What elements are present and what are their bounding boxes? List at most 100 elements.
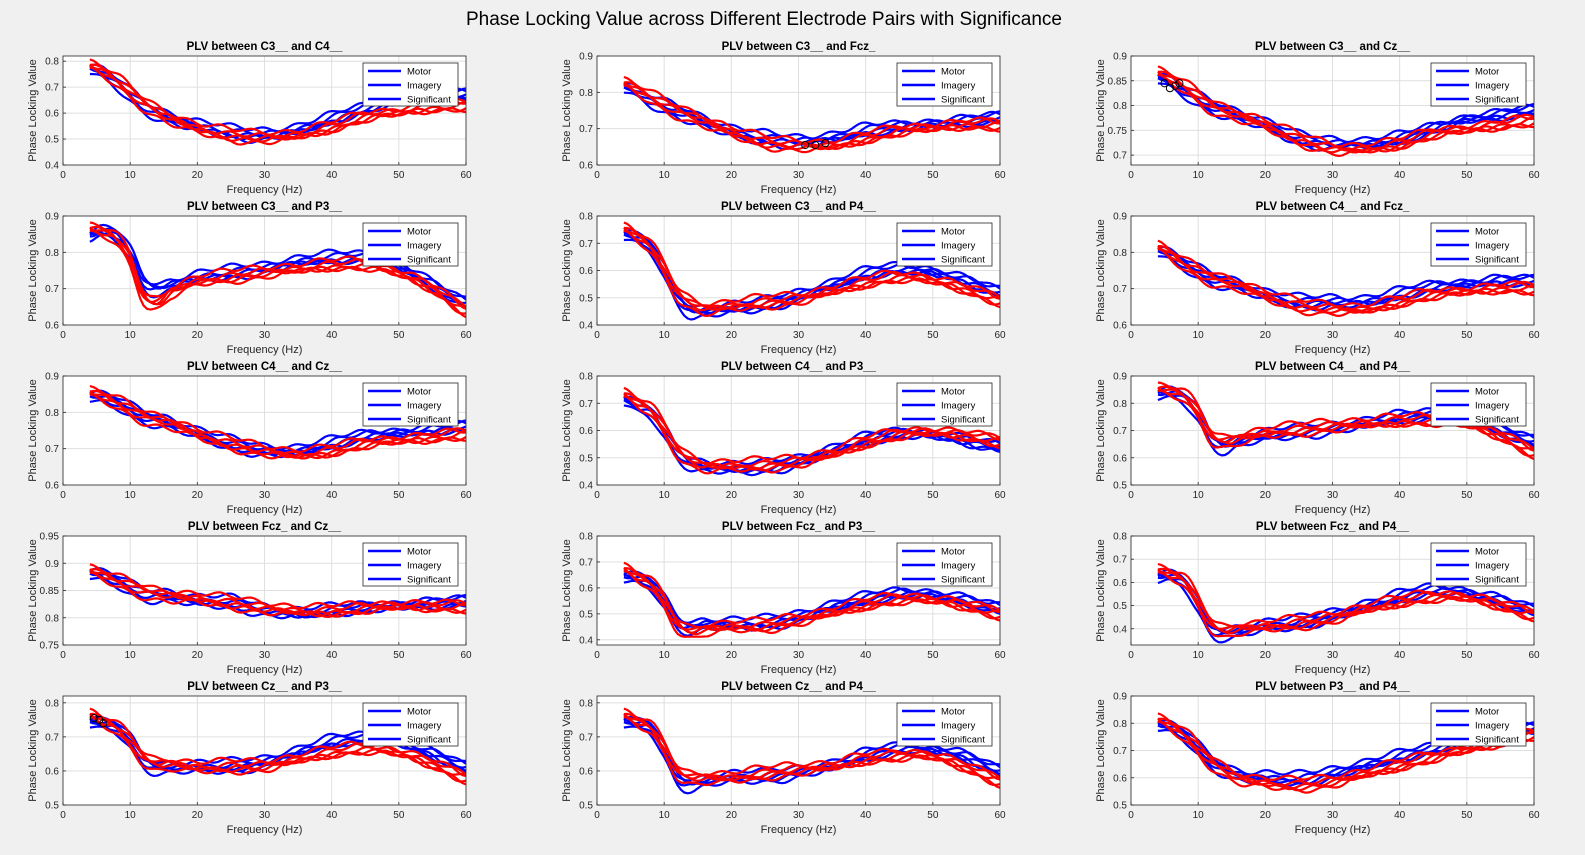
legend: Motor Imagery Significant — [362, 702, 459, 747]
y-axis-label: Phase Locking Value — [1095, 219, 1107, 322]
x-tick-label: 10 — [1193, 330, 1205, 341]
y-tick-label: 0.4 — [45, 161, 59, 172]
significant-marker — [89, 714, 98, 723]
axes-frame — [1130, 535, 1535, 646]
motor-series-line — [89, 719, 466, 774]
y-tick-label: 0.8 — [1113, 101, 1127, 112]
legend: Motor Imagery Significant — [362, 222, 459, 267]
x-tick-label: 10 — [1193, 650, 1205, 661]
axes-frame — [1130, 55, 1535, 166]
plot-lines — [1157, 562, 1534, 644]
y-tick-label: 0.7 — [579, 124, 593, 135]
y-tick-label: 0.5 — [45, 801, 59, 812]
legend-entry: Motor — [941, 67, 965, 78]
legend-entry: Significant — [941, 575, 985, 586]
x-tick-label: 50 — [1461, 170, 1473, 181]
x-tick-label: 40 — [1394, 650, 1406, 661]
axes-frame — [62, 215, 467, 326]
subplot-11: PLV between Fcz_ and P3__ 0 10 20 30 40 50 60 0.… — [561, 521, 1006, 676]
imagery-series-line — [623, 221, 1000, 308]
x-tick-label: 60 — [460, 170, 472, 181]
subplot-title: PLV between C4__ and Fcz_ — [1256, 201, 1410, 213]
y-tick-label: 0.75 — [1108, 126, 1128, 137]
legend-entry: Motor — [407, 387, 431, 398]
legend-entry: Significant — [407, 255, 451, 266]
legend-entry: Imagery — [941, 401, 976, 412]
subplot-14: PLV between Cz__ and P4__ 0 10 20 30 40 50 60 0.… — [561, 681, 1006, 836]
x-tick-label: 30 — [793, 170, 805, 181]
y-tick-label: 0.85 — [40, 586, 60, 597]
y-axis-label: Phase Locking Value — [1095, 539, 1107, 642]
y-tick-label: 0.7 — [45, 444, 59, 455]
imagery-series-line — [89, 389, 466, 457]
legend-entry: Imagery — [1475, 241, 1510, 252]
axes-frame — [596, 375, 1001, 486]
x-tick-label: 30 — [259, 810, 271, 821]
imagery-series-line — [623, 569, 1000, 638]
legend: Motor Imagery Significant — [1430, 542, 1527, 587]
legend-entry: Motor — [941, 227, 965, 238]
x-tick-label: 40 — [326, 490, 338, 501]
legend: Motor Imagery Significant — [362, 382, 459, 427]
x-tick-label: 20 — [726, 810, 738, 821]
x-tick-label: 0 — [1128, 330, 1134, 341]
legend: Motor Imagery Significant — [362, 62, 459, 107]
x-tick-label: 30 — [793, 650, 805, 661]
x-tick-label: 10 — [125, 650, 137, 661]
plot-lines — [623, 386, 1000, 477]
x-tick-label: 40 — [860, 330, 872, 341]
significant-marker — [1171, 81, 1180, 90]
x-tick-label: 40 — [860, 490, 872, 501]
x-axis-label: Frequency (Hz) — [1295, 344, 1371, 356]
imagery-series-line — [89, 66, 466, 146]
x-tick-label: 30 — [259, 490, 271, 501]
y-axis-label: Phase Locking Value — [561, 59, 573, 162]
imagery-series-line — [1157, 389, 1534, 461]
y-tick-label: 0.8 — [1113, 532, 1127, 543]
legend-entry: Motor — [1475, 547, 1499, 558]
x-tick-label: 20 — [192, 330, 204, 341]
imagery-series-line — [623, 715, 1000, 789]
subplot-15: PLV between P3__ and P4__ 0 10 20 30 40 50 60 0.… — [1095, 681, 1540, 836]
y-tick-label: 0.5 — [1113, 481, 1127, 492]
subplot-1: PLV between C3__ and C4__ 0 10 20 30 40 50 60 0.… — [27, 41, 472, 196]
x-tick-label: 50 — [927, 330, 939, 341]
significant-marker — [1165, 84, 1175, 93]
imagery-series-line — [623, 707, 1000, 781]
imagery-series-line — [1157, 712, 1534, 782]
significant-marker — [821, 139, 830, 148]
x-tick-label: 40 — [860, 810, 872, 821]
y-tick-label: 0.8 — [45, 613, 59, 624]
subplot-title: PLV between Fcz_ and P3__ — [722, 521, 876, 533]
legend-entry: Imagery — [407, 561, 442, 572]
x-tick-label: 10 — [659, 490, 671, 501]
legend-entry: Significant — [407, 575, 451, 586]
legend-entry: Significant — [1475, 255, 1519, 266]
plot-lines — [1157, 65, 1534, 157]
x-tick-label: 10 — [125, 330, 137, 341]
legend-entry: Significant — [941, 255, 985, 266]
legend-entry: Significant — [407, 415, 451, 426]
subplot-title: PLV between C3__ and Cz__ — [1255, 41, 1411, 53]
y-axis-label: Phase Locking Value — [27, 219, 39, 322]
y-tick-label: 0.6 — [45, 321, 59, 332]
x-tick-label: 50 — [393, 170, 405, 181]
legend: Motor Imagery Significant — [1430, 382, 1527, 427]
x-tick-label: 50 — [927, 810, 939, 821]
x-axis-label: Frequency (Hz) — [761, 664, 837, 676]
y-tick-label: 0.5 — [579, 453, 593, 464]
axes-frame — [1130, 375, 1535, 486]
y-tick-label: 0.5 — [45, 135, 59, 146]
y-tick-label: 0.7 — [1113, 151, 1127, 162]
imagery-series-line — [89, 712, 466, 776]
x-axis-label: Frequency (Hz) — [761, 184, 837, 196]
x-tick-label: 40 — [1394, 810, 1406, 821]
legend-entry: Imagery — [1475, 81, 1510, 92]
x-tick-label: 20 — [726, 170, 738, 181]
y-axis-label: Phase Locking Value — [561, 379, 573, 482]
x-tick-label: 20 — [726, 650, 738, 661]
plot-lines — [89, 385, 466, 460]
imagery-series-line — [623, 386, 1000, 465]
legend-entry: Imagery — [407, 81, 442, 92]
imagery-series-line — [623, 567, 1000, 631]
